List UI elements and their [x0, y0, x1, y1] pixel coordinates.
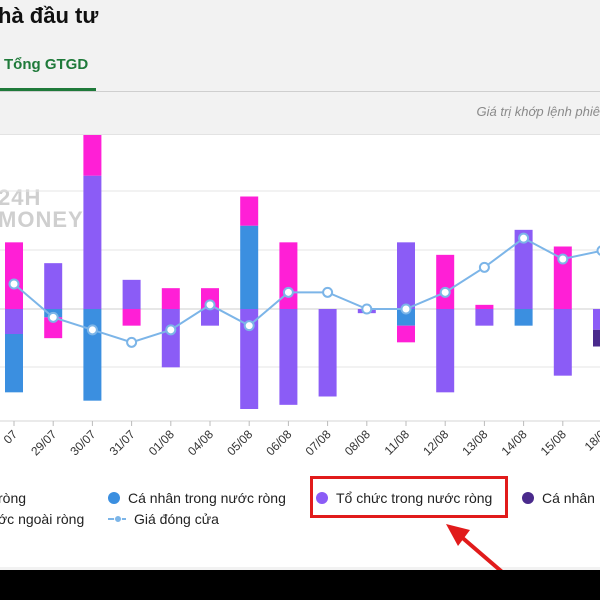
bar-segment — [318, 309, 337, 397]
close-price-point — [518, 232, 530, 244]
x-tick-label: 05/08 — [224, 427, 255, 458]
close-price-point — [282, 286, 294, 298]
chart-note: Giá trị khớp lệnh phiê — [476, 104, 600, 119]
x-tick-label: 13/08 — [459, 427, 490, 458]
bar-segment — [397, 325, 415, 343]
bar-segment — [83, 309, 102, 401]
chart-card: 24H MONEY 07 29/07 30/07 31/07 01/08 04/08 05/… — [0, 134, 600, 567]
close-price-line — [13, 236, 600, 344]
tab-tong-gtgd[interactable]: Tổng GTGD — [4, 56, 89, 73]
x-tick-label: 29/07 — [28, 427, 59, 458]
bar-segment — [436, 254, 455, 309]
watermark-line2: MONEY — [0, 207, 84, 232]
bar-segment — [44, 317, 63, 339]
legend-to-chuc-nuoc-ngoai[interactable]: ròng — [0, 490, 26, 506]
x-tick-label: 07/08 — [303, 427, 334, 458]
x-tick-label: 11/08 — [382, 427, 413, 458]
legend-to-chuc-trong-nuoc[interactable]: Tổ chức trong nước ròng — [316, 490, 492, 506]
bar-segment — [475, 304, 494, 309]
bar-segment — [436, 309, 455, 393]
highlight-annotation-box — [310, 476, 508, 518]
bar-segment — [240, 309, 259, 409]
bar-segment — [5, 309, 23, 334]
line-marker-icon — [108, 515, 126, 523]
legend-ca-nhan-trong-nuoc-label: Cá nhân trong nước ròng — [128, 490, 286, 506]
x-tick-label: 01/08 — [146, 427, 177, 458]
close-price-point — [322, 286, 334, 298]
legend-ca-nhan-nuoc-ngoai[interactable]: Cá nhân — [522, 490, 595, 506]
bar-segment — [122, 279, 141, 309]
bar-segment — [475, 309, 494, 326]
legend-to-chuc-trong-nuoc-label: Tổ chức trong nước ròng — [336, 490, 493, 506]
bar-segment — [514, 309, 533, 326]
x-tick-label: 18/0 — [582, 427, 600, 454]
page-title: hà đầu tư — [0, 3, 99, 28]
legend-ca-nhan-nuoc-ngoai-label: Cá nhân — [542, 490, 595, 506]
active-tab-indicator — [0, 88, 96, 91]
x-tick-label: 15/08 — [538, 427, 569, 458]
bar-segment — [397, 309, 415, 326]
legend-ca-nhan-trong-nuoc[interactable]: Cá nhân trong nước ròng — [108, 490, 286, 506]
legend-dot-icon — [108, 492, 120, 504]
legend-dot-icon — [316, 492, 328, 504]
bar-segment — [553, 309, 572, 376]
close-price-point — [47, 311, 59, 323]
bar-segment — [279, 309, 298, 405]
bar-segment — [44, 263, 63, 309]
bottom-bar — [0, 570, 600, 600]
bar-segment — [5, 242, 23, 309]
legend-to-chuc-nuoc-ngoai-label: ròng — [0, 490, 27, 506]
legend-dot-icon — [522, 492, 534, 504]
bar-segment — [593, 309, 600, 330]
x-tick-label: 04/08 — [185, 427, 216, 458]
close-price-point — [478, 261, 490, 273]
close-price-point — [243, 320, 255, 332]
legend-row2-label-0: ớc ngoài ròng — [0, 511, 85, 527]
bar-segment — [161, 309, 180, 368]
bar-segment — [240, 196, 259, 226]
close-price-point — [165, 324, 177, 336]
close-price-point — [8, 278, 20, 290]
close-price-point — [557, 253, 569, 265]
x-tick-label: 08/08 — [342, 427, 373, 458]
close-price-point — [361, 303, 373, 315]
close-price-point — [204, 299, 216, 311]
x-tick-label: 07 — [1, 427, 21, 447]
bar-segment — [201, 309, 219, 326]
x-tick-label: 30/07 — [67, 427, 98, 458]
legend-gia-dong-cua-label: Giá đóng cửa — [134, 511, 219, 527]
close-price-point — [439, 286, 451, 298]
x-tick-label: 06/08 — [263, 427, 294, 458]
bar-segment — [514, 229, 533, 309]
x-tick-label: 31/07 — [107, 427, 138, 458]
bar-segment — [83, 135, 102, 176]
legend-to-chuc-nuoc-ngoai-row2[interactable]: ớc ngoài ròng — [0, 511, 84, 527]
close-price-point — [126, 336, 138, 348]
watermark-line1: 24H — [0, 185, 42, 210]
x-tick-label: 12/08 — [420, 427, 451, 458]
close-price-point — [400, 303, 412, 315]
bar-segment — [397, 242, 415, 309]
x-tick-label: 14/08 — [499, 427, 530, 458]
close-price-point — [86, 324, 98, 336]
legend-gia-dong-cua[interactable]: Giá đóng cửa — [108, 511, 219, 527]
bar-segment — [240, 225, 259, 309]
bar-segment — [122, 309, 141, 326]
close-price-point — [596, 245, 600, 256]
bar-segment — [161, 288, 180, 309]
bar-segment — [593, 329, 600, 347]
tab-divider — [0, 91, 600, 92]
bar-segment — [83, 175, 102, 309]
investor-flow-chart: 07 29/07 30/07 31/07 01/08 04/08 05/08 06/08 07/… — [0, 135, 600, 458]
bar-segment — [5, 334, 23, 393]
